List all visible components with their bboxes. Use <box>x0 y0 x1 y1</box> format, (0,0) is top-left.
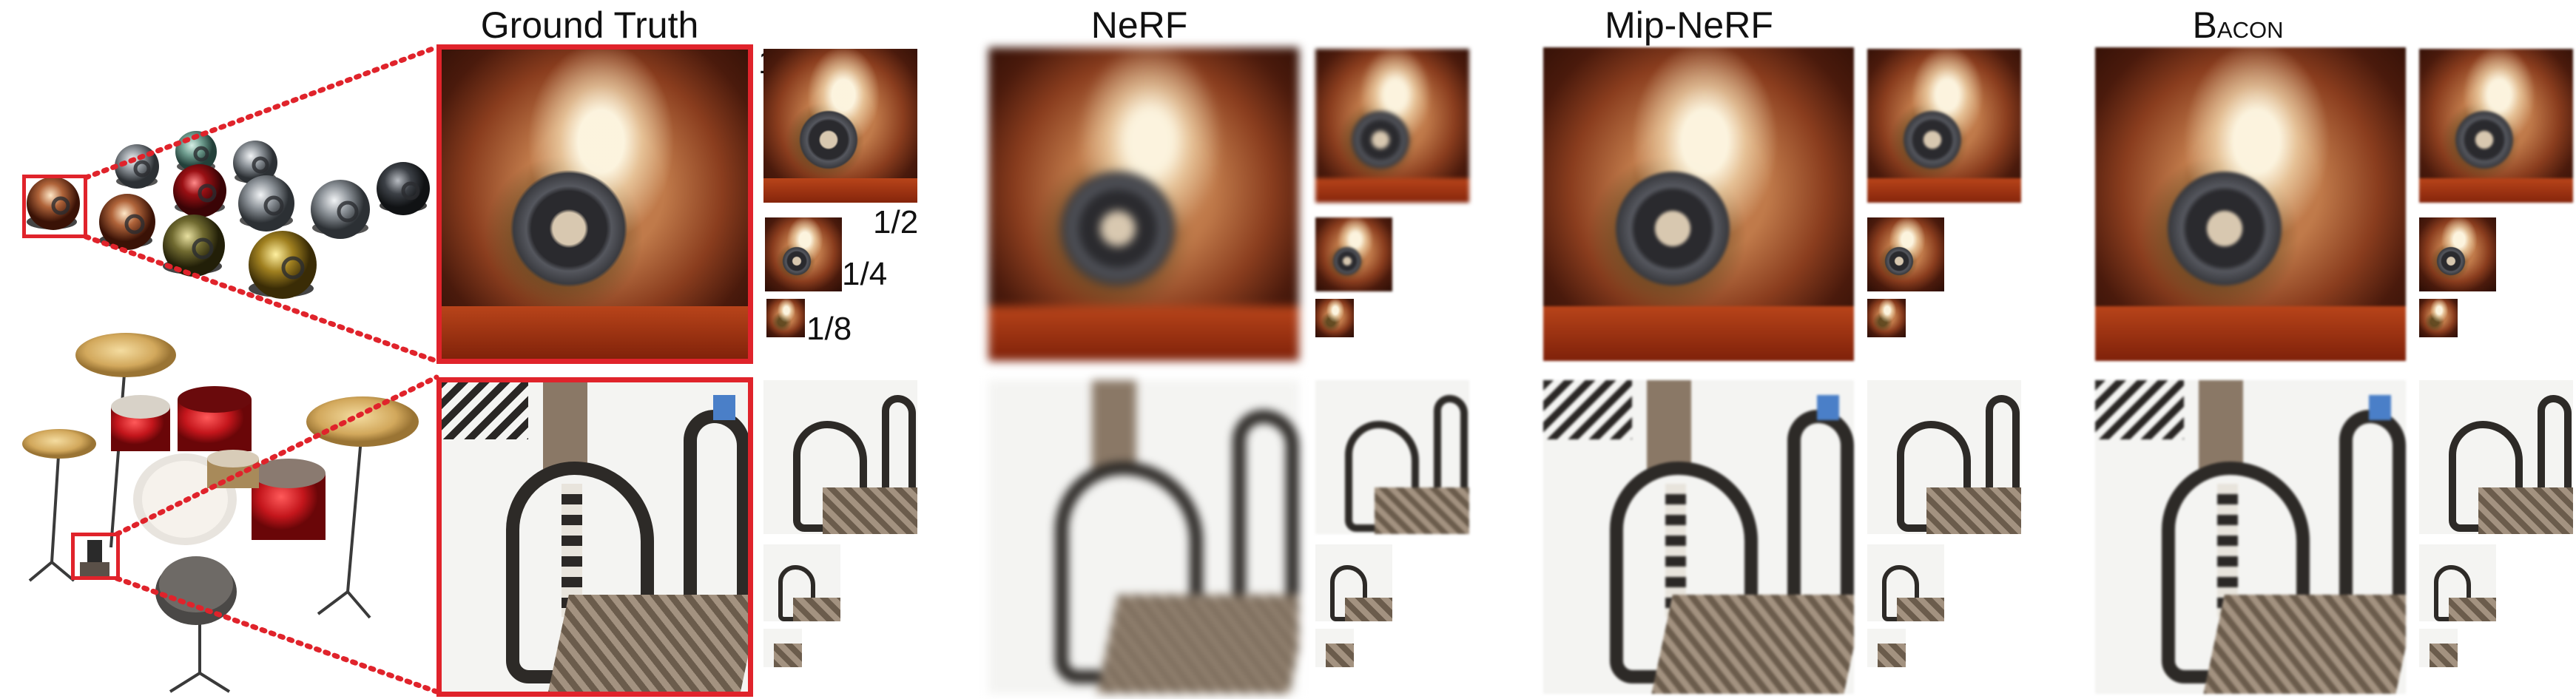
drums-highlight-box <box>71 533 120 580</box>
gt-ball-1-2 <box>763 49 917 203</box>
gt-pedal-1-8 <box>763 629 802 667</box>
gt-ball-1-4 <box>765 217 842 291</box>
nerf-pedal-1-4 <box>1315 544 1392 621</box>
gt-ball-1-8 <box>766 299 805 337</box>
gt-pedal-1-2 <box>763 380 917 534</box>
mipnerf-pedal-1-2 <box>1867 380 2021 534</box>
bacon-pedal-1-8 <box>2419 629 2458 667</box>
materials-scene <box>27 131 430 299</box>
gt-ball-frame <box>436 44 753 364</box>
bacon-ball-1-8 <box>2419 299 2458 337</box>
bacon-ball-1-4 <box>2419 217 2496 291</box>
nerf-ball-1-4 <box>1315 217 1392 291</box>
mipnerf-pedal-1x <box>1543 380 1854 694</box>
mipnerf-pedal-1-8 <box>1867 629 1906 667</box>
bacon-ball-1-2 <box>2419 49 2573 203</box>
header-mip-nerf: Mip-NeRF <box>1605 4 1773 46</box>
nerf-pedal-1-8 <box>1315 629 1354 667</box>
nerf-ball-1-8 <box>1315 299 1354 337</box>
bacon-pedal-1x <box>2095 380 2406 694</box>
drums-scene <box>22 333 419 693</box>
snare <box>207 450 259 488</box>
header-bacon: Bacon <box>2193 3 2284 47</box>
mipnerf-ball-1-4 <box>1867 217 1944 291</box>
tom-2 <box>178 386 252 451</box>
mipnerf-ball-1-8 <box>1867 299 1906 337</box>
ball-ring-marks <box>51 146 420 280</box>
gt-pedal-blue-cap <box>713 395 735 420</box>
mipnerf-ball-1x <box>1543 47 1854 361</box>
bacon-pedal-1-2 <box>2419 380 2573 534</box>
cymbal-right <box>306 396 419 447</box>
gt-pedal-1x <box>439 380 750 694</box>
cymbal-top <box>75 333 176 377</box>
nerf-pedal-1x <box>988 380 1299 694</box>
materials-highlight-box <box>22 175 87 238</box>
mipnerf-pedal-1-4 <box>1867 544 1944 621</box>
bacon-ball-1x <box>2095 47 2406 361</box>
header-ground-truth: Ground Truth <box>480 4 699 46</box>
cymbal-left <box>22 429 96 459</box>
scale-label-1-8: 1/8 <box>806 311 852 347</box>
scale-label-1-2: 1/2 <box>873 204 919 240</box>
nerf-ball-1x <box>988 47 1299 361</box>
drums-connector-lines <box>114 374 439 695</box>
tom-1 <box>111 395 170 451</box>
mipnerf-ball-1-2 <box>1867 49 2021 203</box>
header-bacon-rest: acon <box>2216 9 2284 45</box>
gt-pedal-1-4 <box>763 544 840 621</box>
header-bacon-initial: B <box>2192 4 2217 46</box>
gt-pedal-frame <box>436 377 753 697</box>
floor-tom <box>252 459 326 540</box>
nerf-pedal-1-2 <box>1315 380 1469 534</box>
gt-pedal-spring <box>439 380 528 439</box>
gt-ball-1x <box>439 47 750 361</box>
drum-seat <box>155 556 237 625</box>
materials-connector-lines <box>83 44 439 364</box>
scale-label-1-4: 1/4 <box>842 256 888 292</box>
bacon-pedal-1-4 <box>2419 544 2496 621</box>
header-nerf: NeRF <box>1090 4 1188 46</box>
nerf-ball-1-2 <box>1315 49 1469 203</box>
